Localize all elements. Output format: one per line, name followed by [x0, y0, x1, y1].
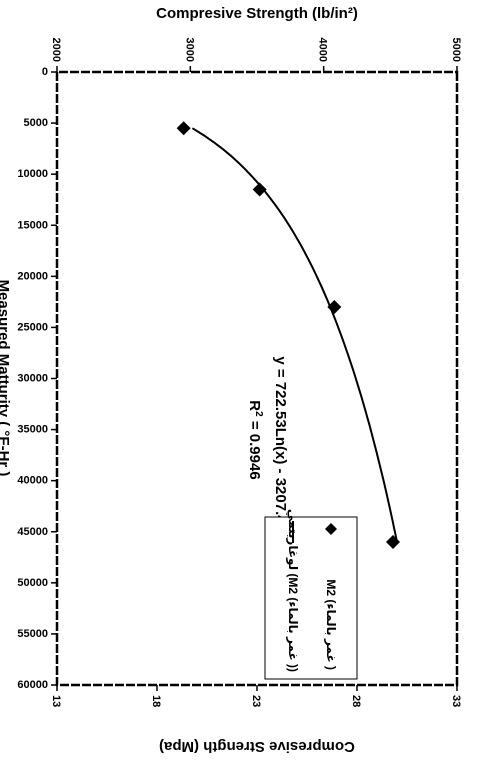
y-tick-label: 3000	[183, 38, 195, 62]
equation-label: y = 722.53Ln(x) - 3207.4	[272, 356, 289, 524]
x-tick-label: 0	[42, 66, 48, 78]
y-tick-label: 4000	[317, 38, 329, 62]
data-point-diamond	[386, 534, 400, 549]
y2-tick-label: 13	[50, 695, 62, 707]
x-axis-ticks: 0 5000 10000 15000 20000 25000 30000 35000 40000…	[17, 66, 57, 691]
x-axis-title: Measured Matturity ( °F-Hr )	[0, 280, 12, 477]
y-axis-right-title: Compresive Strength (Mpa)	[159, 738, 355, 755]
legend-label-points: M2 (غمر بالماء )	[324, 579, 338, 670]
x-tick-label: 5000	[24, 117, 48, 129]
data-point-diamond	[252, 182, 267, 197]
y-axis-right-ticks: 13 18 23 28 33	[50, 685, 462, 707]
legend-diamond-marker	[325, 523, 337, 535]
x-tick-label: 15000	[17, 219, 48, 231]
legend-box	[264, 516, 358, 680]
x-tick-label: 60000	[17, 679, 48, 691]
data-point-diamond	[176, 121, 191, 136]
data-point-diamond	[327, 299, 342, 314]
x-tick-label: 40000	[17, 475, 48, 487]
y-axis-left-ticks: 2000 3000 4000 5000	[50, 38, 462, 72]
x-tick-label: 50000	[17, 577, 48, 589]
r-squared-label: R2 = 0.9946	[246, 400, 264, 479]
y2-tick-label: 18	[150, 695, 162, 707]
plot-area	[55, 70, 459, 687]
y-axis-left-title: Compresive Strength (lb/in²)	[156, 5, 358, 22]
x-tick-label: 45000	[17, 526, 48, 538]
y-tick-label: 5000	[450, 38, 462, 62]
y-tick-label: 2000	[50, 38, 62, 62]
fit-curve	[191, 127, 398, 543]
x-tick-label: 20000	[17, 270, 48, 282]
y2-tick-label: 28	[350, 695, 362, 707]
y2-tick-label: 33	[450, 695, 462, 707]
legend: M2 (غمر بالماء ) لوغاريتمي (M2 (غمر بالم…	[264, 509, 358, 680]
x-tick-label: 25000	[17, 321, 48, 333]
x-tick-label: 55000	[17, 628, 48, 640]
y2-tick-label: 23	[250, 695, 262, 707]
x-tick-label: 10000	[17, 168, 48, 180]
x-tick-label: 35000	[17, 424, 48, 436]
legend-label-fit: لوغاريتمي (M2 (غمر بالماء ))	[285, 509, 300, 672]
x-tick-label: 30000	[17, 373, 48, 385]
